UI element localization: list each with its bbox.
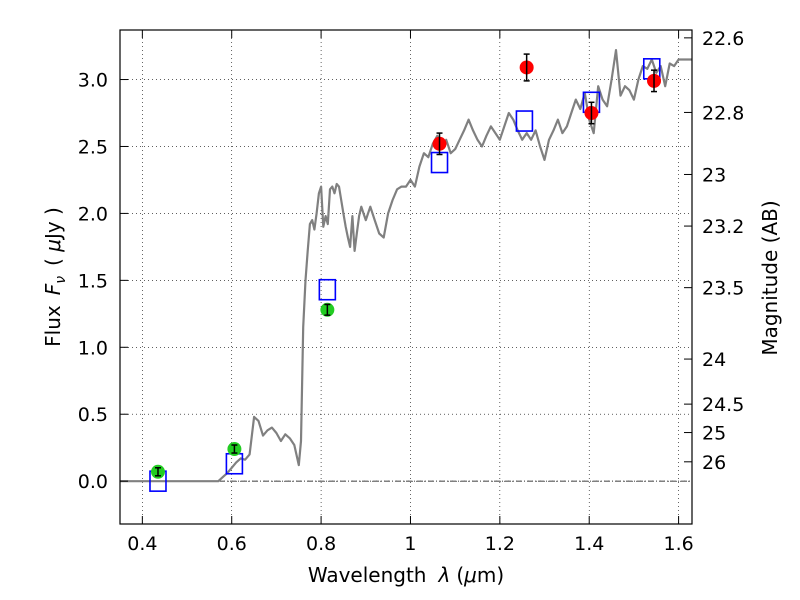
mag-tick-label: 23 (702, 164, 726, 186)
model-band-square (515, 110, 534, 132)
y-tick-label: 0.5 (78, 404, 108, 426)
mag-tick-label: 24.5 (702, 394, 744, 416)
mag-tick-label: 25 (702, 423, 726, 445)
x-tick-label: 1.6 (663, 533, 693, 555)
x-tick-label: 1.4 (574, 533, 604, 555)
model-spectrum (120, 49, 692, 483)
x-tick-label: 0.8 (306, 533, 336, 555)
mag-tick-label: 26 (702, 452, 726, 474)
y-tick-label: 1.5 (78, 270, 108, 292)
magnitude-axis-label: Magnitude (AB) (758, 200, 782, 355)
model-band-square (318, 278, 337, 301)
nir-photometry (432, 53, 662, 156)
mag-tick-label: 22.6 (702, 28, 744, 50)
x-tick-label: 0.4 (127, 533, 157, 555)
y-axis-label: FluxFν( μJy ) (41, 207, 69, 347)
y-axis-ticks: 0.0 0.5 1.0 1.5 2.0 2.5 3.0 (78, 70, 128, 493)
y-tick-label: 1.0 (78, 337, 108, 359)
x-tick-label: 0.6 (217, 533, 247, 555)
model-band-points (149, 58, 661, 492)
magnitude-axis-ticks: 22.6 22.8 23 23.2 23.5 24 24.5 25 26 (684, 28, 744, 474)
plot-frame (119, 29, 693, 525)
mag-tick-label: 23.2 (702, 216, 744, 238)
y-tick-label: 2.0 (78, 203, 108, 225)
model-spectrum-line (120, 49, 692, 483)
mag-tick-label: 23.5 (702, 278, 744, 300)
mag-tick-label: 22.8 (702, 102, 744, 124)
x-axis-ticks: 0.4 0.6 0.8 1 1.2 1.4 1.6 (127, 30, 694, 555)
mag-tick-label: 24 (702, 349, 726, 371)
y-tick-label: 2.5 (78, 136, 108, 158)
optical-photometry (150, 302, 335, 479)
x-tick-label: 1.2 (485, 533, 515, 555)
x-axis-label: Wavelength λ (μm) (308, 563, 504, 587)
y-tick-label: 3.0 (78, 70, 108, 92)
x-tick-label: 1 (404, 533, 416, 555)
y-tick-label: 0.0 (78, 471, 108, 493)
model-band-square (430, 151, 449, 174)
